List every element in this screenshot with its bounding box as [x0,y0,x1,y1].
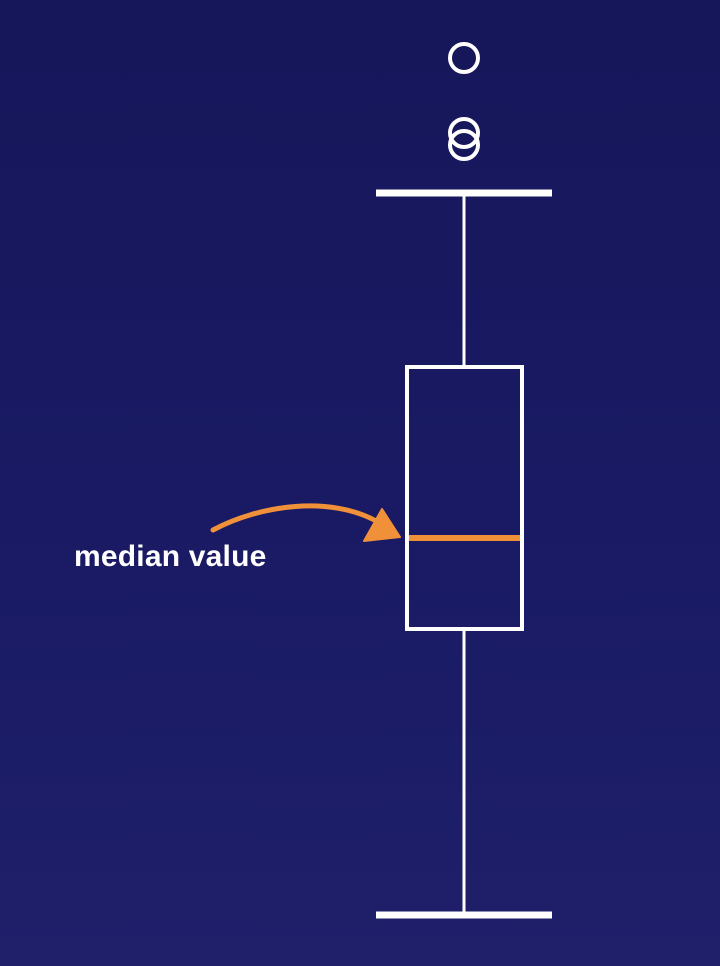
annotation-arrow-head [363,508,401,542]
annotation-arrow-shaft [210,503,381,533]
outlier-point [448,117,480,149]
interquartile-box [405,365,524,631]
outlier-point [448,42,480,74]
median-annotation-label: median value [74,540,267,573]
outlier-point [448,129,480,161]
